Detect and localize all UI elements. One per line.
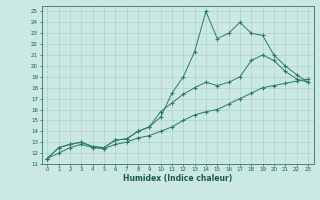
X-axis label: Humidex (Indice chaleur): Humidex (Indice chaleur) xyxy=(123,174,232,183)
